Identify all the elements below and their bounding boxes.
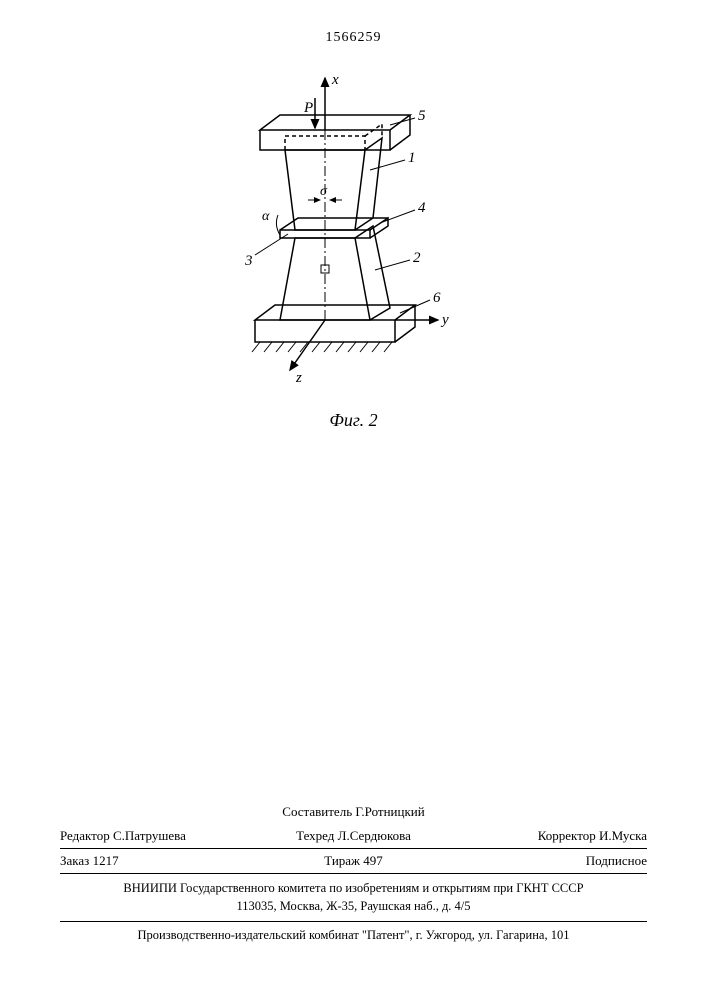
- callout-2: 2: [413, 250, 421, 266]
- printer-row: Производственно-издательский комбинат "П…: [60, 921, 647, 949]
- techred-label: Техред: [296, 828, 334, 843]
- tirage-no: 497: [363, 853, 383, 868]
- editor-name: С.Патрушева: [113, 828, 186, 843]
- figure-caption: Фиг. 2: [0, 410, 707, 431]
- compiler-label: Составитель: [282, 804, 352, 819]
- organization-block: ВНИИПИ Государственного комитета по изоб…: [60, 873, 647, 921]
- order-label: Заказ: [60, 853, 89, 868]
- order-no: 1217: [93, 853, 119, 868]
- lower-body: [280, 226, 390, 320]
- org-line1: ВНИИПИ Государственного комитета по изоб…: [60, 880, 647, 898]
- order-row: Заказ 1217 Тираж 497 Подписное: [60, 848, 647, 873]
- force-label: P: [303, 100, 313, 116]
- page: 1566259: [0, 0, 707, 1000]
- axis-z-label: z: [295, 370, 302, 386]
- callout-1: 1: [408, 150, 416, 166]
- org-line2: 113035, Москва, Ж-35, Раушская наб., д. …: [60, 898, 647, 916]
- credits-staff-row: Редактор С.Патрушева Техред Л.Сердюкова …: [60, 824, 647, 848]
- credits-compiler-row: Составитель Г.Ротницкий: [60, 800, 647, 824]
- bottom-plate: [255, 305, 415, 342]
- techred-name: Л.Сердюкова: [338, 828, 411, 843]
- credits-block: Составитель Г.Ротницкий Редактор С.Патру…: [60, 800, 647, 949]
- editor-label: Редактор: [60, 828, 110, 843]
- leader-1: [370, 160, 405, 170]
- sigma-label: σ: [320, 184, 328, 199]
- corrector-name: И.Муска: [599, 828, 647, 843]
- upper-body: [285, 124, 382, 230]
- leader-5: [390, 118, 415, 125]
- leader-4: [380, 210, 415, 223]
- figure-svg: x P α σ y z 5 1 4 2 6 3: [200, 70, 460, 400]
- callout-4: 4: [418, 200, 426, 216]
- subscription: Подписное: [586, 853, 647, 868]
- ground-hatch: [252, 342, 395, 352]
- axis-x-label: x: [331, 72, 339, 88]
- corrector-label: Корректор: [538, 828, 596, 843]
- z-axis: [290, 320, 325, 370]
- callout-5: 5: [418, 108, 426, 124]
- axis-y-label: y: [440, 312, 449, 328]
- top-plate: [260, 115, 410, 150]
- tirage-label: Тираж: [324, 853, 360, 868]
- angle-label: α: [262, 209, 270, 224]
- printer-text: Производственно-издательский комбинат "П…: [138, 928, 570, 942]
- callout-3: 3: [244, 253, 253, 269]
- figure-2: x P α σ y z 5 1 4 2 6 3: [200, 70, 460, 400]
- compiler-name: Г.Ротницкий: [355, 804, 424, 819]
- leader-3: [255, 234, 288, 255]
- middle-plate: [280, 218, 388, 238]
- callout-6: 6: [433, 290, 441, 306]
- document-number: 1566259: [0, 30, 707, 46]
